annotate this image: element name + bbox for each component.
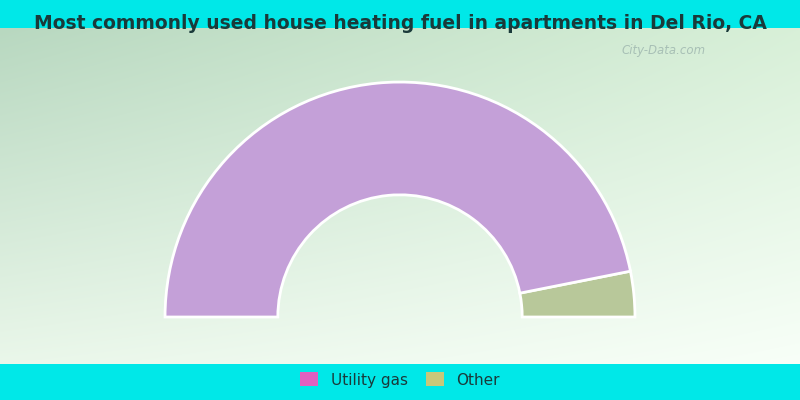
Text: Most commonly used house heating fuel in apartments in Del Rio, CA: Most commonly used house heating fuel in… xyxy=(34,14,766,33)
Wedge shape xyxy=(165,82,630,317)
Legend: Utility gas, Other: Utility gas, Other xyxy=(300,372,500,388)
Wedge shape xyxy=(520,271,635,317)
Text: City-Data.com: City-Data.com xyxy=(622,44,706,58)
